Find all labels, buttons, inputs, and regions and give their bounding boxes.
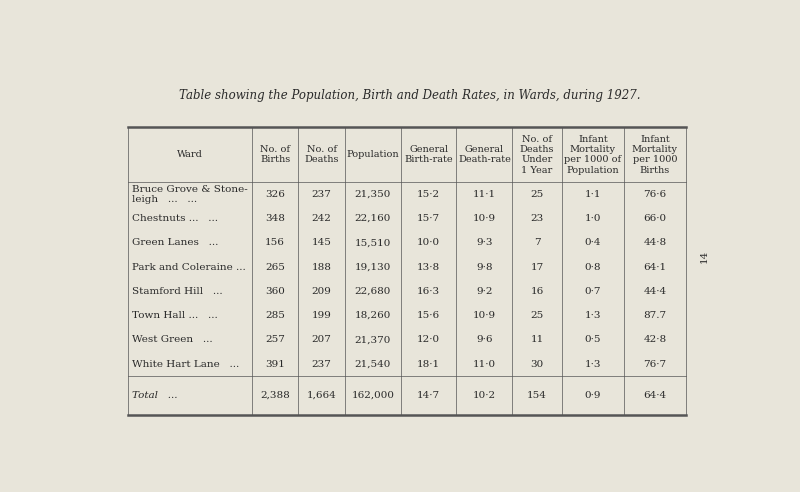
Text: 11·1: 11·1 <box>473 190 496 199</box>
Text: 44·4: 44·4 <box>643 287 666 296</box>
Text: 44·8: 44·8 <box>643 238 666 247</box>
Text: 25: 25 <box>530 311 544 320</box>
Text: Infant
Mortality
per 1000
Births: Infant Mortality per 1000 Births <box>632 135 678 175</box>
Text: 348: 348 <box>266 214 285 223</box>
Text: No. of
Deaths
Under
1 Year: No. of Deaths Under 1 Year <box>520 135 554 175</box>
Text: 209: 209 <box>312 287 331 296</box>
Text: 9·6: 9·6 <box>476 335 493 344</box>
Text: 76·6: 76·6 <box>643 190 666 199</box>
Text: Infant
Mortality
per 1000 of
Population: Infant Mortality per 1000 of Population <box>564 135 622 175</box>
Text: 326: 326 <box>266 190 285 199</box>
Text: 18,260: 18,260 <box>354 311 391 320</box>
Text: 0·5: 0·5 <box>585 335 601 344</box>
Text: 76·7: 76·7 <box>643 360 666 369</box>
Text: 16·3: 16·3 <box>417 287 440 296</box>
Text: 10·0: 10·0 <box>417 238 440 247</box>
Text: 10·9: 10·9 <box>473 214 496 223</box>
Text: No. of
Deaths: No. of Deaths <box>304 145 339 164</box>
Text: 1·3: 1·3 <box>585 360 601 369</box>
Text: 265: 265 <box>266 263 285 272</box>
Text: 15·6: 15·6 <box>417 311 440 320</box>
Text: 19,130: 19,130 <box>354 263 391 272</box>
Text: Town Hall ...   ...: Town Hall ... ... <box>132 311 218 320</box>
Text: Stamford Hill   ...: Stamford Hill ... <box>132 287 222 296</box>
Text: 17: 17 <box>530 263 544 272</box>
Text: 9·2: 9·2 <box>476 287 493 296</box>
Text: 145: 145 <box>312 238 331 247</box>
Text: 64·1: 64·1 <box>643 263 666 272</box>
Text: 0·4: 0·4 <box>585 238 601 247</box>
Text: Ward: Ward <box>177 150 203 159</box>
Text: 21,370: 21,370 <box>354 335 391 344</box>
Text: 66·0: 66·0 <box>643 214 666 223</box>
Text: 21,540: 21,540 <box>354 360 391 369</box>
Text: 21,350: 21,350 <box>354 190 391 199</box>
Text: White Hart Lane   ...: White Hart Lane ... <box>132 360 239 369</box>
Text: Park and Coleraine ...: Park and Coleraine ... <box>132 263 246 272</box>
Text: 162,000: 162,000 <box>351 391 394 400</box>
Text: 1·1: 1·1 <box>585 190 601 199</box>
Text: 360: 360 <box>266 287 285 296</box>
Text: Total   ...: Total ... <box>132 391 177 400</box>
Text: 199: 199 <box>312 311 331 320</box>
Text: 64·4: 64·4 <box>643 391 666 400</box>
Text: 16: 16 <box>530 287 544 296</box>
Text: 15,510: 15,510 <box>354 238 391 247</box>
Text: Bruce Grove & Stone-
leigh   ...   ...: Bruce Grove & Stone- leigh ... ... <box>132 184 247 204</box>
Text: 0·8: 0·8 <box>585 263 601 272</box>
Text: 0·9: 0·9 <box>585 391 601 400</box>
Text: 391: 391 <box>266 360 285 369</box>
Text: 14·7: 14·7 <box>417 391 440 400</box>
Text: 14: 14 <box>700 249 709 263</box>
Text: 207: 207 <box>312 335 331 344</box>
Text: 257: 257 <box>266 335 285 344</box>
Text: 1·0: 1·0 <box>585 214 601 223</box>
Text: 25: 25 <box>530 190 544 199</box>
Text: 23: 23 <box>530 214 544 223</box>
Text: 7: 7 <box>534 238 541 247</box>
Text: 42·8: 42·8 <box>643 335 666 344</box>
Text: 1,664: 1,664 <box>306 391 337 400</box>
Text: 15·2: 15·2 <box>417 190 440 199</box>
Text: 237: 237 <box>312 360 331 369</box>
Text: General
Death-rate: General Death-rate <box>458 145 511 164</box>
Text: General
Birth-rate: General Birth-rate <box>404 145 453 164</box>
Text: West Green   ...: West Green ... <box>132 335 212 344</box>
Text: 11: 11 <box>530 335 544 344</box>
Text: 156: 156 <box>266 238 285 247</box>
Text: 0·7: 0·7 <box>585 287 601 296</box>
Text: 10·9: 10·9 <box>473 311 496 320</box>
Text: 87.7: 87.7 <box>643 311 666 320</box>
Text: 285: 285 <box>266 311 285 320</box>
Text: 242: 242 <box>312 214 331 223</box>
Text: 154: 154 <box>527 391 547 400</box>
Text: Table showing the Population, Birth and Death Rates, in Wards, during 1927.: Table showing the Population, Birth and … <box>179 89 641 101</box>
Text: Population: Population <box>346 150 399 159</box>
Text: 237: 237 <box>312 190 331 199</box>
Text: 11·0: 11·0 <box>473 360 496 369</box>
Text: 13·8: 13·8 <box>417 263 440 272</box>
Text: 2,388: 2,388 <box>260 391 290 400</box>
Text: No. of
Births: No. of Births <box>260 145 290 164</box>
Text: 188: 188 <box>312 263 331 272</box>
Text: 30: 30 <box>530 360 544 369</box>
Text: 9·8: 9·8 <box>476 263 493 272</box>
Text: Green Lanes   ...: Green Lanes ... <box>132 238 218 247</box>
Text: 1·3: 1·3 <box>585 311 601 320</box>
Text: 9·3: 9·3 <box>476 238 493 247</box>
Text: 22,680: 22,680 <box>354 287 391 296</box>
Text: 15·7: 15·7 <box>417 214 440 223</box>
Text: Chestnuts ...   ...: Chestnuts ... ... <box>132 214 218 223</box>
Text: 22,160: 22,160 <box>354 214 391 223</box>
Text: 10·2: 10·2 <box>473 391 496 400</box>
Text: 18·1: 18·1 <box>417 360 440 369</box>
Text: 12·0: 12·0 <box>417 335 440 344</box>
